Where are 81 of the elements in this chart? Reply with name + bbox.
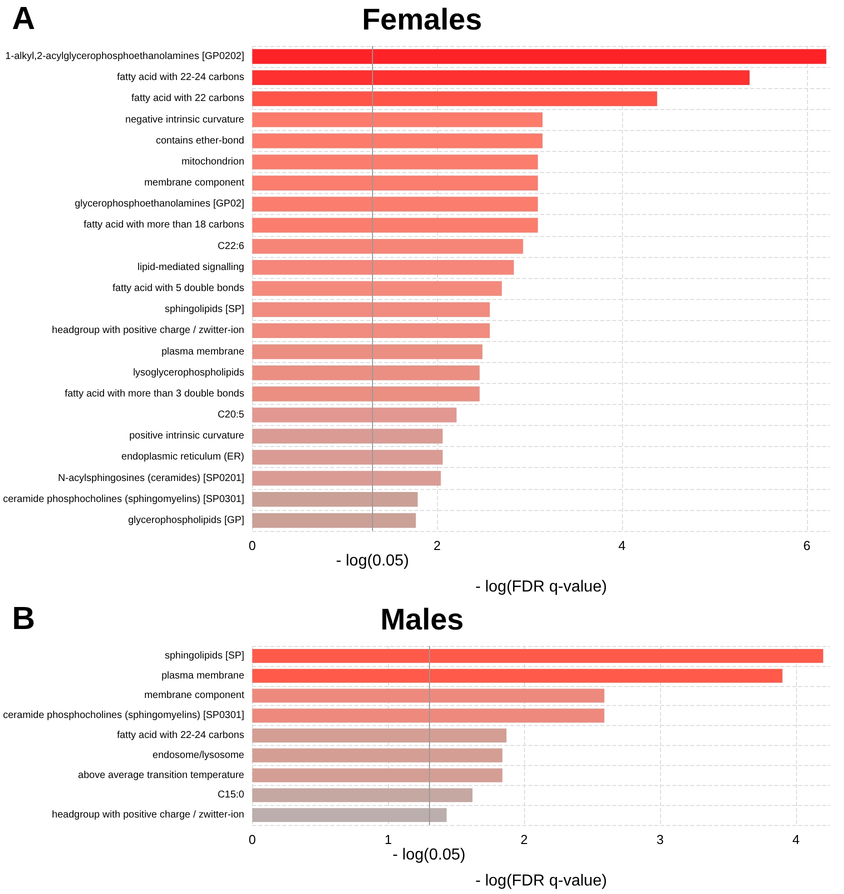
- y-tick-label: C22:6: [218, 240, 245, 252]
- bar: [252, 112, 543, 128]
- bar: [252, 386, 480, 402]
- y-tick-label: fatty acid with more than 18 carbons: [84, 220, 244, 231]
- y-tick-label: membrane component: [144, 690, 244, 702]
- y-tick-label: above average transition temperature: [78, 770, 245, 781]
- bar: [252, 408, 457, 422]
- y-tick-label: glycerophosphoethanolamines [GP02]: [74, 198, 244, 210]
- y-tick-label: lipid-mediated signalling: [138, 262, 244, 273]
- y-tick-label: fatty acid with 5 double bonds: [112, 283, 244, 294]
- bar: [252, 196, 538, 212]
- x-tick-label: 2: [434, 538, 441, 553]
- bar: [252, 788, 472, 802]
- bar: [252, 134, 543, 148]
- bar: [252, 365, 480, 380]
- y-tick-label: ceramide phosphocholines (sphingomyelins) [SP0301]: [3, 710, 244, 722]
- y-tick-label: fatty acid with 22-24 carbons: [116, 730, 244, 741]
- bar: [252, 260, 514, 275]
- y-tick-label: mitochondrion: [181, 156, 244, 168]
- y-tick-label: endosome/lysosome: [152, 750, 245, 761]
- bar: [252, 91, 658, 106]
- x-tick-label: 0: [248, 832, 256, 847]
- bar: [252, 688, 604, 703]
- bar: [252, 428, 443, 444]
- x-tick-label: 1: [384, 832, 392, 847]
- y-tick-label: plasma membrane: [161, 346, 245, 358]
- x-tick-label: 2: [520, 832, 528, 847]
- bar: [252, 648, 824, 663]
- y-tick-label: C20:5: [218, 410, 245, 421]
- x-tick-label: 0: [248, 538, 256, 553]
- bar: [252, 708, 604, 723]
- text: B: [12, 600, 36, 637]
- bar: [252, 323, 490, 338]
- bar: [252, 492, 418, 507]
- y-tick-label: fatty acid with 22 carbons: [131, 93, 244, 104]
- x-tick-label: 4: [792, 832, 800, 847]
- y-tick-label: lysoglycerophospholipids: [133, 367, 244, 378]
- y-tick-label: membrane component: [144, 178, 244, 189]
- bar: [252, 748, 502, 762]
- bar: [252, 281, 502, 296]
- bar: [252, 302, 490, 317]
- y-tick-label: headgroup with positive charge / zwitter-ion: [52, 325, 244, 336]
- bar: [252, 513, 416, 528]
- y-tick-label: sphingolipids [SP]: [164, 304, 244, 316]
- y-tick-label: N-acylsphingosines (ceramides) [SP0201]: [58, 472, 244, 484]
- ref-line-label: - log(0.05): [392, 846, 466, 864]
- bar: [252, 218, 538, 233]
- bar: [252, 70, 750, 86]
- y-tick-label: fatty acid with 22-24 carbons: [116, 72, 244, 84]
- x-axis-title: - log(FDR q-value): [475, 578, 607, 596]
- text: A: [12, 0, 36, 37]
- y-tick-label: positive intrinsic curvature: [129, 430, 245, 442]
- bar: [252, 176, 538, 190]
- bar: [252, 344, 482, 360]
- bar: [252, 668, 782, 683]
- bar: [252, 808, 447, 822]
- ref-line-label: - log(0.05): [336, 552, 409, 570]
- bar: [252, 470, 441, 486]
- x-tick-label: 4: [618, 538, 626, 553]
- y-tick-label: sphingolipids [SP]: [164, 650, 244, 662]
- chart-title: Males: [380, 604, 464, 636]
- y-tick-label: endoplasmic reticulum (ER): [121, 452, 244, 463]
- chart-title: Females: [362, 4, 482, 36]
- y-tick-label: fatty acid with more than 3 double bonds: [64, 388, 244, 400]
- bar: [252, 450, 443, 465]
- y-tick-label: plasma membrane: [161, 670, 245, 682]
- y-tick-label: glycerophospholipids [GP]: [128, 514, 244, 526]
- y-tick-label: headgroup with positive charge / zwitter-ion: [52, 810, 244, 821]
- x-tick-label: 3: [656, 832, 664, 847]
- y-tick-label: negative intrinsic curvature: [125, 114, 245, 126]
- y-tick-label: ceramide phosphocholines (sphingomyelins) [SP0301]: [3, 494, 244, 505]
- bar: [252, 728, 506, 742]
- y-tick-label: contains ether-bond: [156, 135, 244, 146]
- bar: [252, 238, 524, 254]
- y-tick-label: 1-alkyl,2-acylglycerophosphoethanolamines [GP0202]: [5, 51, 244, 62]
- bar: [252, 49, 826, 64]
- bar: [252, 154, 538, 170]
- x-tick-label: 6: [803, 538, 811, 553]
- x-axis-title: - log(FDR q-value): [475, 872, 607, 890]
- bar: [252, 768, 502, 782]
- y-tick-label: C15:0: [218, 790, 245, 801]
